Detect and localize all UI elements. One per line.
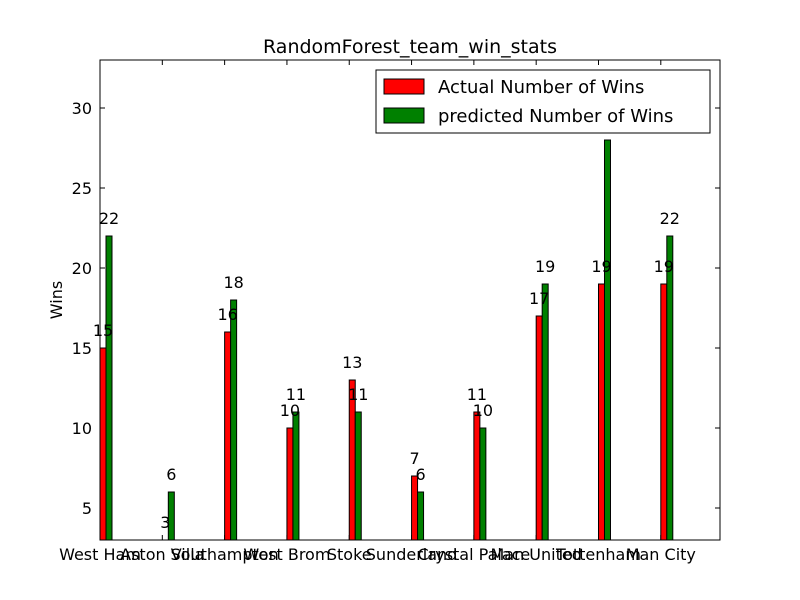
data-label-actual: 19: [654, 257, 674, 276]
bar-predicted: [479, 427, 487, 541]
bar-predicted: [105, 235, 113, 541]
x-tick-label: Sunderland: [366, 545, 458, 564]
bars: [99, 139, 674, 541]
bar-predicted: [167, 491, 175, 541]
x-tick-label: Southampton: [170, 545, 278, 564]
data-label-actual: 13: [342, 353, 362, 372]
x-tick-label: West Brom: [243, 545, 330, 564]
data-label-predicted: 22: [99, 209, 119, 228]
data-label-actual: 7: [409, 449, 419, 468]
legend-swatch-predicted: [383, 107, 425, 124]
data-label-predicted: 18: [223, 273, 243, 292]
legend-label-actual: Actual Number of Wins: [438, 77, 644, 98]
bar-actual: [535, 315, 543, 541]
bar-predicted: [292, 411, 300, 541]
legend-swatch-actual: [383, 78, 425, 95]
y-tick-label: 20: [72, 259, 92, 278]
y-tick-label: 15: [72, 339, 92, 358]
axis-ticks: 5 10 15 20 25 30: [72, 60, 720, 540]
bar-actual: [597, 283, 605, 541]
data-label-predicted: 10: [473, 401, 493, 420]
legend-label-predicted: predicted Number of Wins: [438, 106, 673, 127]
legend-box: [375, 69, 711, 134]
y-tick-label: 25: [72, 179, 92, 198]
y-tick-label: 10: [72, 419, 92, 438]
data-label-actual: 17: [529, 289, 549, 308]
data-label-predicted: 11: [348, 385, 368, 404]
legend: Actual Number of Wins predicted Number o…: [375, 69, 711, 134]
data-label-actual: 11: [467, 385, 487, 404]
bar-actual: [348, 379, 356, 541]
bar-actual: [411, 475, 419, 541]
bar-predicted: [603, 139, 611, 541]
x-tick-label: West Ham: [59, 545, 141, 564]
bar-actual: [473, 411, 481, 541]
x-tick-label: Crystal Palace: [417, 545, 530, 564]
data-label-predicted: 22: [660, 209, 680, 228]
data-label-predicted: 11: [286, 385, 306, 404]
plot-area: [99, 59, 721, 541]
y-tick-label: 5: [82, 499, 92, 518]
x-tick-label: Tottenham: [555, 545, 641, 564]
bar-actual: [99, 347, 107, 541]
bar-predicted: [354, 411, 362, 541]
bar-actual: [286, 427, 294, 541]
x-tick-label: Aston Villa: [120, 545, 204, 564]
x-tick-label: Stoke: [327, 545, 372, 564]
y-axis-label: Wins: [47, 281, 66, 319]
bar-predicted: [230, 299, 238, 541]
bar-predicted: [666, 235, 674, 541]
x-tick-label: Man United: [490, 545, 581, 564]
bar-predicted: [541, 283, 549, 541]
bar-actual: [224, 331, 232, 541]
data-label-actual: 3: [160, 513, 170, 532]
x-tick-label: Man City: [626, 545, 696, 564]
data-label-actual: 15: [93, 321, 113, 340]
data-label-predicted: 6: [415, 465, 425, 484]
data-label-predicted: 19: [535, 257, 555, 276]
y-tick-label: 30: [72, 99, 92, 118]
data-label-actual: 19: [591, 257, 611, 276]
chart-title: RandomForest_team_win_stats: [263, 36, 557, 58]
data-label-actual: 16: [217, 305, 237, 324]
bar-actual: [660, 283, 668, 541]
bar-predicted: [417, 491, 425, 541]
data-label-predicted: 6: [166, 465, 176, 484]
data-label-actual: 10: [280, 401, 300, 420]
